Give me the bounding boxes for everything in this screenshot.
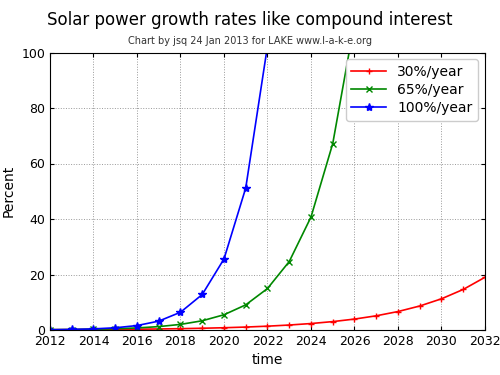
30%/year (68, 327, 74, 332)
100%/year (134, 323, 140, 328)
Text: Chart by jsq 24 Jan 2013 for LAKE www.l-a-k-e.org: Chart by jsq 24 Jan 2013 for LAKE www.l-… (128, 36, 372, 46)
100%/year (112, 326, 118, 330)
30%/year (438, 297, 444, 301)
30%/year (199, 326, 205, 330)
65%/year (47, 327, 53, 332)
Line: 100%/year: 100%/year (46, 0, 489, 334)
100%/year (221, 257, 227, 261)
100%/year (47, 327, 53, 332)
30%/year (112, 327, 118, 332)
100%/year (90, 327, 96, 331)
65%/year (90, 327, 96, 332)
65%/year (352, 20, 358, 25)
30%/year (47, 327, 53, 332)
100%/year (199, 292, 205, 297)
65%/year (156, 324, 162, 329)
30%/year (482, 275, 488, 279)
65%/year (286, 259, 292, 264)
30%/year (395, 309, 401, 314)
Legend: 30%/year, 65%/year, 100%/year: 30%/year, 65%/year, 100%/year (346, 60, 478, 121)
Line: 65%/year: 65%/year (46, 0, 488, 333)
30%/year (156, 327, 162, 331)
65%/year (264, 286, 270, 291)
30%/year (308, 321, 314, 326)
30%/year (264, 324, 270, 328)
65%/year (308, 215, 314, 219)
65%/year (178, 322, 184, 327)
100%/year (178, 310, 184, 315)
65%/year (242, 303, 248, 307)
X-axis label: time: time (252, 353, 283, 368)
100%/year (242, 186, 248, 190)
100%/year (156, 319, 162, 323)
30%/year (460, 287, 466, 292)
65%/year (68, 327, 74, 332)
30%/year (330, 320, 336, 324)
Line: 30%/year: 30%/year (46, 274, 488, 333)
30%/year (286, 323, 292, 327)
Y-axis label: Percent: Percent (2, 165, 16, 218)
65%/year (199, 318, 205, 323)
30%/year (90, 327, 96, 332)
100%/year (264, 44, 270, 48)
65%/year (330, 141, 336, 146)
65%/year (112, 327, 118, 331)
65%/year (221, 312, 227, 317)
30%/year (178, 326, 184, 331)
Text: Solar power growth rates like compound interest: Solar power growth rates like compound i… (47, 11, 453, 29)
30%/year (134, 327, 140, 332)
30%/year (242, 325, 248, 329)
30%/year (416, 304, 422, 308)
30%/year (221, 326, 227, 330)
65%/year (134, 326, 140, 330)
100%/year (68, 327, 74, 332)
30%/year (373, 314, 379, 318)
30%/year (352, 317, 358, 321)
